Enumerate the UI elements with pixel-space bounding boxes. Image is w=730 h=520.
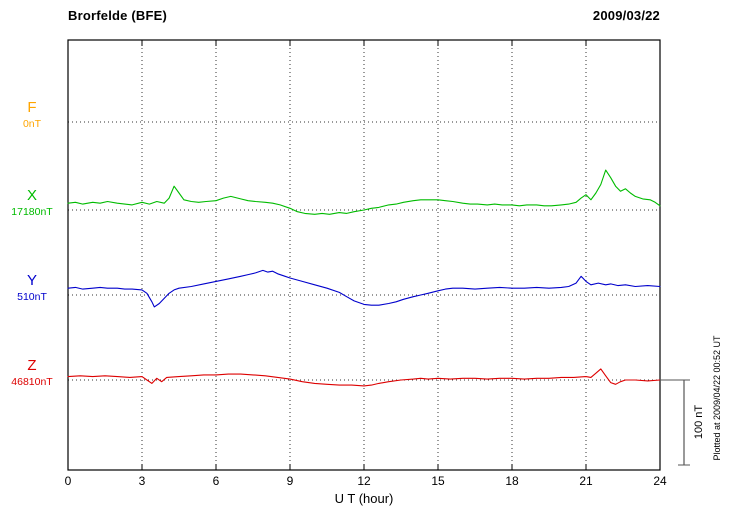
chart-date: 2009/03/22 xyxy=(592,8,660,23)
series-baseline-y: 510nT xyxy=(17,290,47,303)
series-letter-y: Y xyxy=(26,272,37,289)
page-title: Brorfelde (BFE) xyxy=(68,8,168,23)
trace-x xyxy=(67,169,661,215)
x-tick-label: 3 xyxy=(138,474,146,488)
series-baseline-x: 17180nT xyxy=(11,205,53,218)
trace-z xyxy=(67,368,661,387)
series-label-z: Z 46810nT xyxy=(0,357,64,388)
x-tick-label: 9 xyxy=(286,474,294,488)
series-letter-x: X xyxy=(26,187,37,204)
x-tick-label: 6 xyxy=(212,474,220,488)
x-axis-title: U T (hour) xyxy=(334,491,394,506)
trace-y xyxy=(67,269,661,308)
series-baseline-z: 46810nT xyxy=(11,375,53,388)
series-letter-f: F xyxy=(27,99,37,116)
x-tick-label: 0 xyxy=(64,474,72,488)
series-label-f: F 0nT xyxy=(0,99,64,130)
x-tick-label: 15 xyxy=(431,474,445,488)
series-baseline-f: 0nT xyxy=(22,117,42,130)
series-label-y: Y 510nT xyxy=(0,272,64,303)
series-letter-z: Z xyxy=(27,357,37,374)
plot-frame xyxy=(67,39,661,471)
plotted-at-note: Plotted at 2009/04/22 00:52 UT xyxy=(712,335,722,461)
x-tick-label: 12 xyxy=(357,474,371,488)
x-tick-label: 21 xyxy=(579,474,593,488)
x-tick-label: 18 xyxy=(505,474,519,488)
scale-bar-label: 100 nT xyxy=(693,404,705,440)
series-label-x: X 17180nT xyxy=(0,187,64,218)
x-tick-label: 24 xyxy=(653,474,667,488)
